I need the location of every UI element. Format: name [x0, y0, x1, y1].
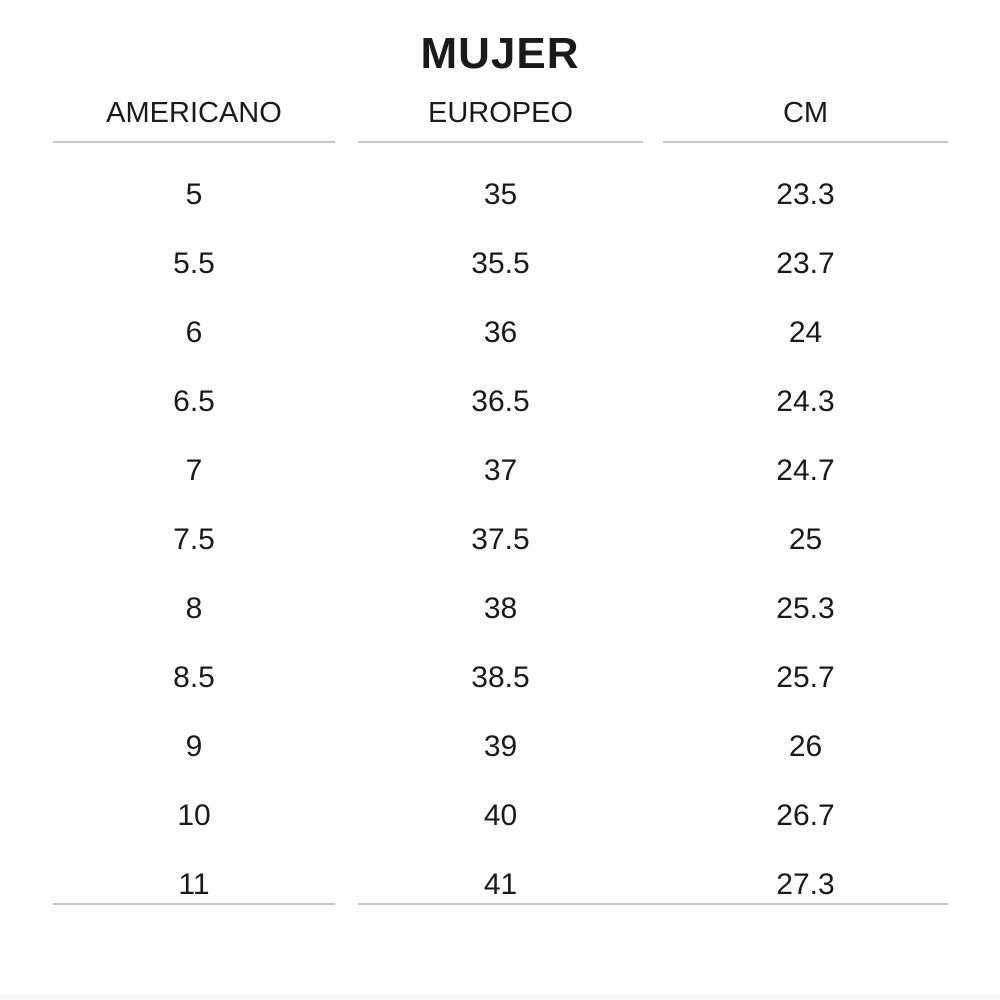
table-cell: 35.5 [471, 247, 530, 280]
bottom-rule-segment-right [358, 903, 948, 905]
table-cell: 36 [483, 316, 518, 349]
table-cell: 7 [185, 454, 203, 487]
table-cell: 38 [483, 592, 518, 625]
table-cell: 25.7 [776, 661, 835, 694]
table-cell: 36.5 [471, 385, 530, 418]
column-header-americano: AMERICANO [53, 98, 335, 143]
table-cell: 24.3 [776, 385, 835, 418]
table-cell: 25 [788, 523, 823, 556]
table-row: 9 39 26 [0, 712, 1000, 781]
table-cell: 35 [483, 178, 518, 211]
table-cell: 38.5 [471, 661, 530, 694]
table-cell: 23.7 [776, 247, 835, 280]
table-cell: 6.5 [173, 385, 215, 418]
table-row: 10 40 26.7 [0, 781, 1000, 850]
table-row: 6 36 24 [0, 298, 1000, 367]
table-header-row: AMERICANO EUROPEO CM [0, 98, 1000, 143]
table-row: 7.5 37.5 25 [0, 505, 1000, 574]
table-row: 8 38 25.3 [0, 574, 1000, 643]
table-cell: 9 [185, 730, 203, 763]
table-row: 6.5 36.5 24.3 [0, 367, 1000, 436]
table-row: 5.5 35.5 23.7 [0, 229, 1000, 298]
table-cell: 5.5 [173, 247, 215, 280]
column-header-europeo: EUROPEO [358, 98, 643, 143]
table-cell: 7.5 [173, 523, 215, 556]
table-cell: 5 [185, 178, 203, 211]
table-cell: 26 [788, 730, 823, 763]
table-cell: 11 [178, 868, 210, 901]
table-cell: 26.7 [776, 799, 835, 832]
bottom-rule-segment-left [53, 903, 335, 905]
table-cell: 8.5 [173, 661, 215, 694]
table-cell: 37.5 [471, 523, 530, 556]
table-cell: 6 [185, 316, 203, 349]
table-cell: 37 [483, 454, 518, 487]
table-cell: 24 [788, 316, 823, 349]
table-cell: 27.3 [776, 868, 835, 901]
table-cell: 8 [185, 592, 203, 625]
table-cell: 24.7 [776, 454, 835, 487]
table-row: 8.5 38.5 25.7 [0, 643, 1000, 712]
table-cell: 41 [483, 868, 518, 901]
table-cell: 40 [483, 799, 518, 832]
table-cell: 23.3 [776, 178, 835, 211]
table-body: 5 35 23.3 5.5 35.5 23.7 6 36 24 6.5 36.5 24.3 7 37 24.… [0, 143, 1000, 919]
table-cell: 25.3 [776, 592, 835, 625]
table-cell: 10 [177, 799, 211, 832]
table-row: 7 37 24.7 [0, 436, 1000, 505]
table-bottom-rule [0, 903, 1000, 905]
page-title: MUJER [420, 29, 580, 78]
bottom-edge-strip [0, 995, 1000, 1000]
table-row: 5 35 23.3 [0, 160, 1000, 229]
column-header-cm: CM [663, 98, 948, 143]
table-cell: 39 [483, 730, 518, 763]
table-row: 11 41 27.3 [0, 850, 1000, 919]
